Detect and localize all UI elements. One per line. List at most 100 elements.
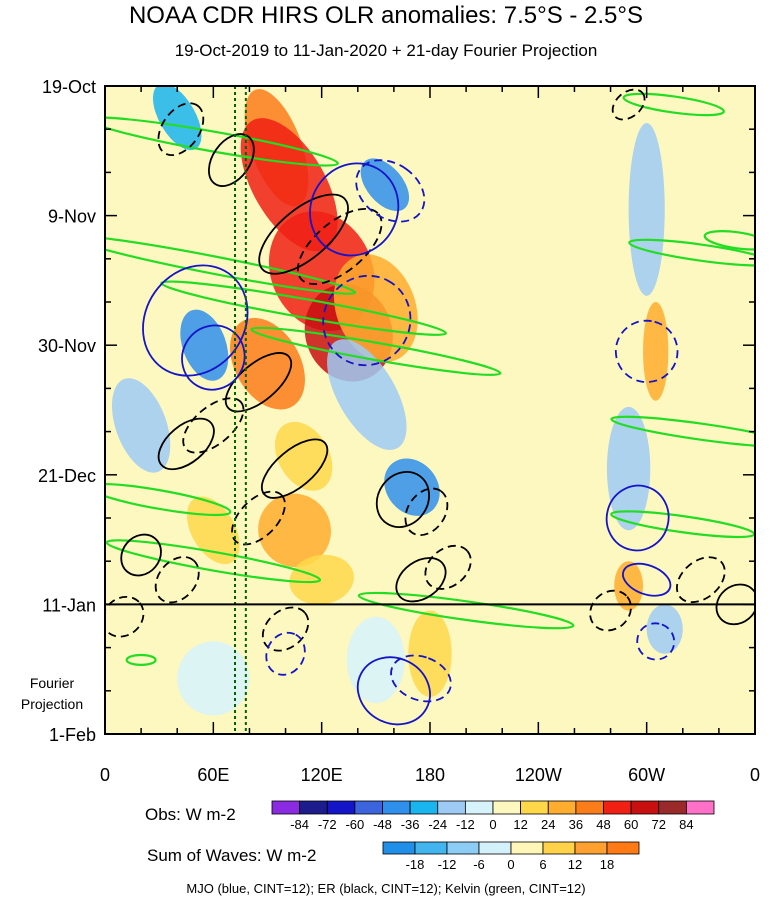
obs-colorbar-level: 0 [489, 817, 496, 832]
waves-colorbar-level: -18 [406, 857, 425, 872]
er-contour [296, 207, 383, 285]
anomaly-patch [289, 554, 354, 605]
waves-colorbar-label: Sum of Waves: W m-2 [147, 846, 316, 865]
anomaly-patch [111, 378, 171, 473]
y-tick-label: 19-Oct [42, 77, 96, 97]
er-contour [424, 544, 472, 590]
kelvin-contour [105, 116, 339, 167]
obs-colorbar-swatch [409, 800, 439, 815]
kelvin-contour [105, 235, 357, 295]
er-contour [258, 193, 349, 275]
anomaly-patch [643, 302, 669, 401]
mjo-contour [605, 484, 670, 552]
mjo-contour [181, 324, 246, 391]
y-tick-label: 21-Dec [38, 466, 96, 486]
x-tick-label: 0 [750, 765, 760, 785]
anomaly-patch [471, 511, 515, 586]
mjo-contour [309, 162, 400, 257]
er-contour [182, 397, 245, 454]
kelvin-contour [125, 653, 157, 666]
kelvin-contour [628, 238, 755, 267]
chart-title: NOAA CDR HIRS OLR anomalies: 7.5°S - 2.5… [128, 2, 644, 29]
obs-colorbar-swatch [437, 800, 466, 815]
obs-colorbar-level: 84 [679, 817, 693, 832]
x-tick-label: 60W [628, 765, 665, 785]
er-contour [676, 556, 726, 604]
er-contour [154, 556, 200, 604]
x-tick-label: 120E [301, 765, 343, 785]
obs-colorbar-swatch [492, 800, 522, 815]
projection-label-line2: Projection [21, 696, 83, 712]
kelvin-contour [105, 539, 322, 584]
er-contour [611, 88, 646, 121]
obs-colorbar-level: -60 [345, 817, 364, 832]
obs-colorbar-level: 60 [624, 817, 638, 832]
obs-colorbar-level: -24 [428, 817, 447, 832]
anomaly-patch [606, 406, 651, 531]
mjo-contour [622, 562, 672, 597]
waves-colorbar-swatch [510, 841, 544, 855]
obs-colorbar-level: -48 [373, 817, 392, 832]
obs-colorbar-level: 48 [596, 817, 610, 832]
obs-colorbar-level: 72 [652, 817, 666, 832]
obs-colorbar-swatch [520, 800, 549, 815]
mjo-contour [265, 631, 306, 676]
er-contour [404, 487, 449, 536]
anomaly-patch [123, 554, 177, 605]
er-contour [105, 595, 145, 638]
anomaly-patch [644, 641, 667, 704]
waves-colorbar-level: 6 [539, 857, 546, 872]
waves-colorbar-swatch [478, 841, 512, 855]
projection-label-line1: Fourier [30, 675, 75, 691]
obs-colorbar-label: Obs: W m-2 [145, 805, 236, 824]
waves-colorbar-level: -12 [438, 857, 457, 872]
kelvin-contour [357, 591, 575, 630]
kelvin-contour [703, 230, 755, 251]
waves-colorbar-level: 18 [600, 857, 614, 872]
x-tick-label: 180 [415, 765, 445, 785]
anomaly-patch [152, 86, 202, 151]
waves-colorbar-level: 0 [507, 857, 514, 872]
obs-colorbar-swatch [575, 800, 604, 815]
mjo-contour [636, 622, 676, 661]
obs-colorbar-level: -12 [456, 817, 475, 832]
er-contour [395, 557, 447, 603]
obs-colorbar-level: -84 [290, 817, 309, 832]
er-contour [157, 417, 215, 471]
obs-colorbar-level: -72 [318, 817, 337, 832]
obs-colorbar-swatch [271, 800, 301, 815]
er-contour [231, 490, 286, 546]
waves-colorbar-swatch [382, 841, 416, 855]
waves-colorbar-swatch [542, 841, 576, 855]
obs-colorbar-swatch [603, 800, 632, 815]
kelvin-contour [105, 482, 232, 517]
kelvin-contour [622, 92, 725, 117]
obs-colorbar-swatch [685, 800, 715, 815]
er-contour [120, 533, 162, 577]
obs-colorbar-swatch [658, 800, 687, 815]
anomaly-patch [333, 254, 418, 363]
er-contour [589, 589, 632, 632]
mjo-contour [322, 274, 412, 367]
anomaly-patch [444, 345, 488, 444]
y-tick-label: 1-Feb [49, 725, 96, 745]
waves-colorbar-swatch [606, 841, 640, 855]
anomaly-patch [628, 123, 665, 296]
obs-colorbar-swatch [630, 800, 660, 815]
chart-subtitle: 19-Oct-2019 to 11-Jan-2020 + 21-day Four… [174, 41, 598, 60]
anomaly-patch [491, 116, 550, 241]
anomaly-patch [646, 604, 683, 654]
x-tick-label: 120W [515, 765, 562, 785]
waves-colorbar-swatch [446, 841, 480, 855]
obs-colorbar-swatch [299, 800, 328, 815]
mjo-contour [142, 264, 249, 377]
waves-colorbar-level: -6 [473, 857, 485, 872]
y-tick-label: 11-Jan [42, 595, 96, 615]
er-contour [261, 606, 310, 652]
anomaly-patch [408, 610, 452, 697]
obs-colorbar-level: 24 [541, 817, 555, 832]
waves-colorbar-level: 12 [568, 857, 582, 872]
anomaly-patch [258, 493, 331, 568]
er-contour [715, 583, 755, 626]
